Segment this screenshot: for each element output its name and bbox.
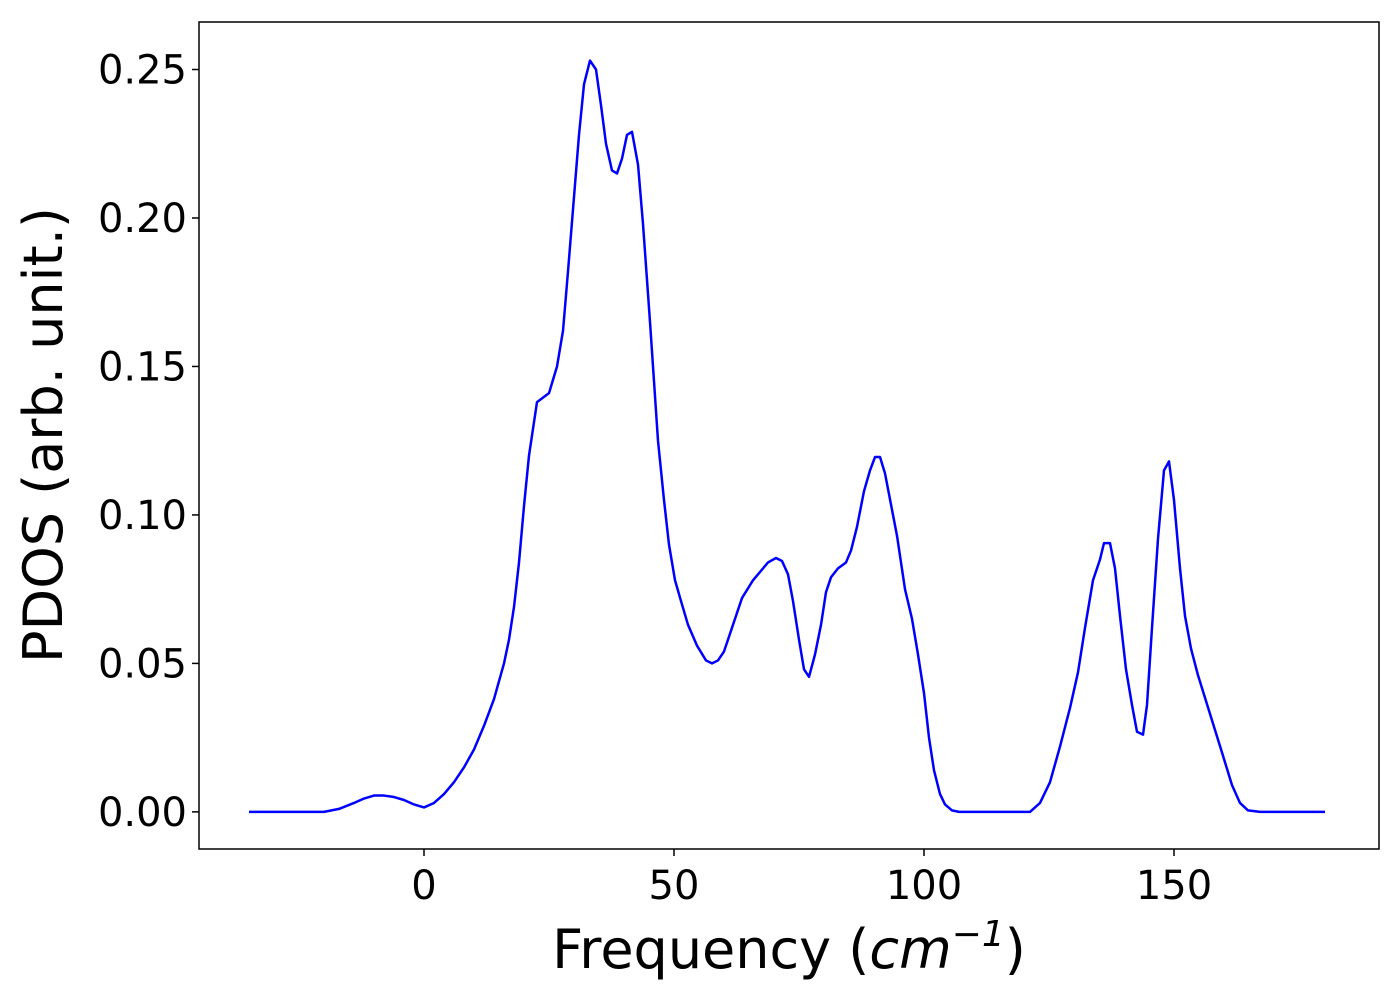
x-tick-label: 150 [1136,863,1212,909]
y-tick-label: 0.00 [98,790,187,836]
plot-frame [198,21,1380,850]
y-tick-label: 0.20 [98,196,187,242]
x-label-paren: ) [1005,918,1026,981]
y-tick-label: 0.15 [98,344,187,390]
y-tick-label: 0.10 [98,493,187,539]
data-line [249,59,1325,814]
x-label-unit: cm [869,918,951,981]
y-tick-label: 0.25 [98,48,187,94]
y-axis-label: PDOS (arb. unit.) [12,207,75,663]
y-tick-label: 0.05 [98,641,187,687]
x-tick-label: 50 [649,863,700,909]
x-tick-label: 0 [411,863,436,909]
x-axis-label: Frequency (cm−1) [552,914,1026,981]
x-label-text: Frequency ( [552,918,869,981]
x-tick-label: 100 [886,863,962,909]
x-label-exponent: −1 [952,914,1005,955]
